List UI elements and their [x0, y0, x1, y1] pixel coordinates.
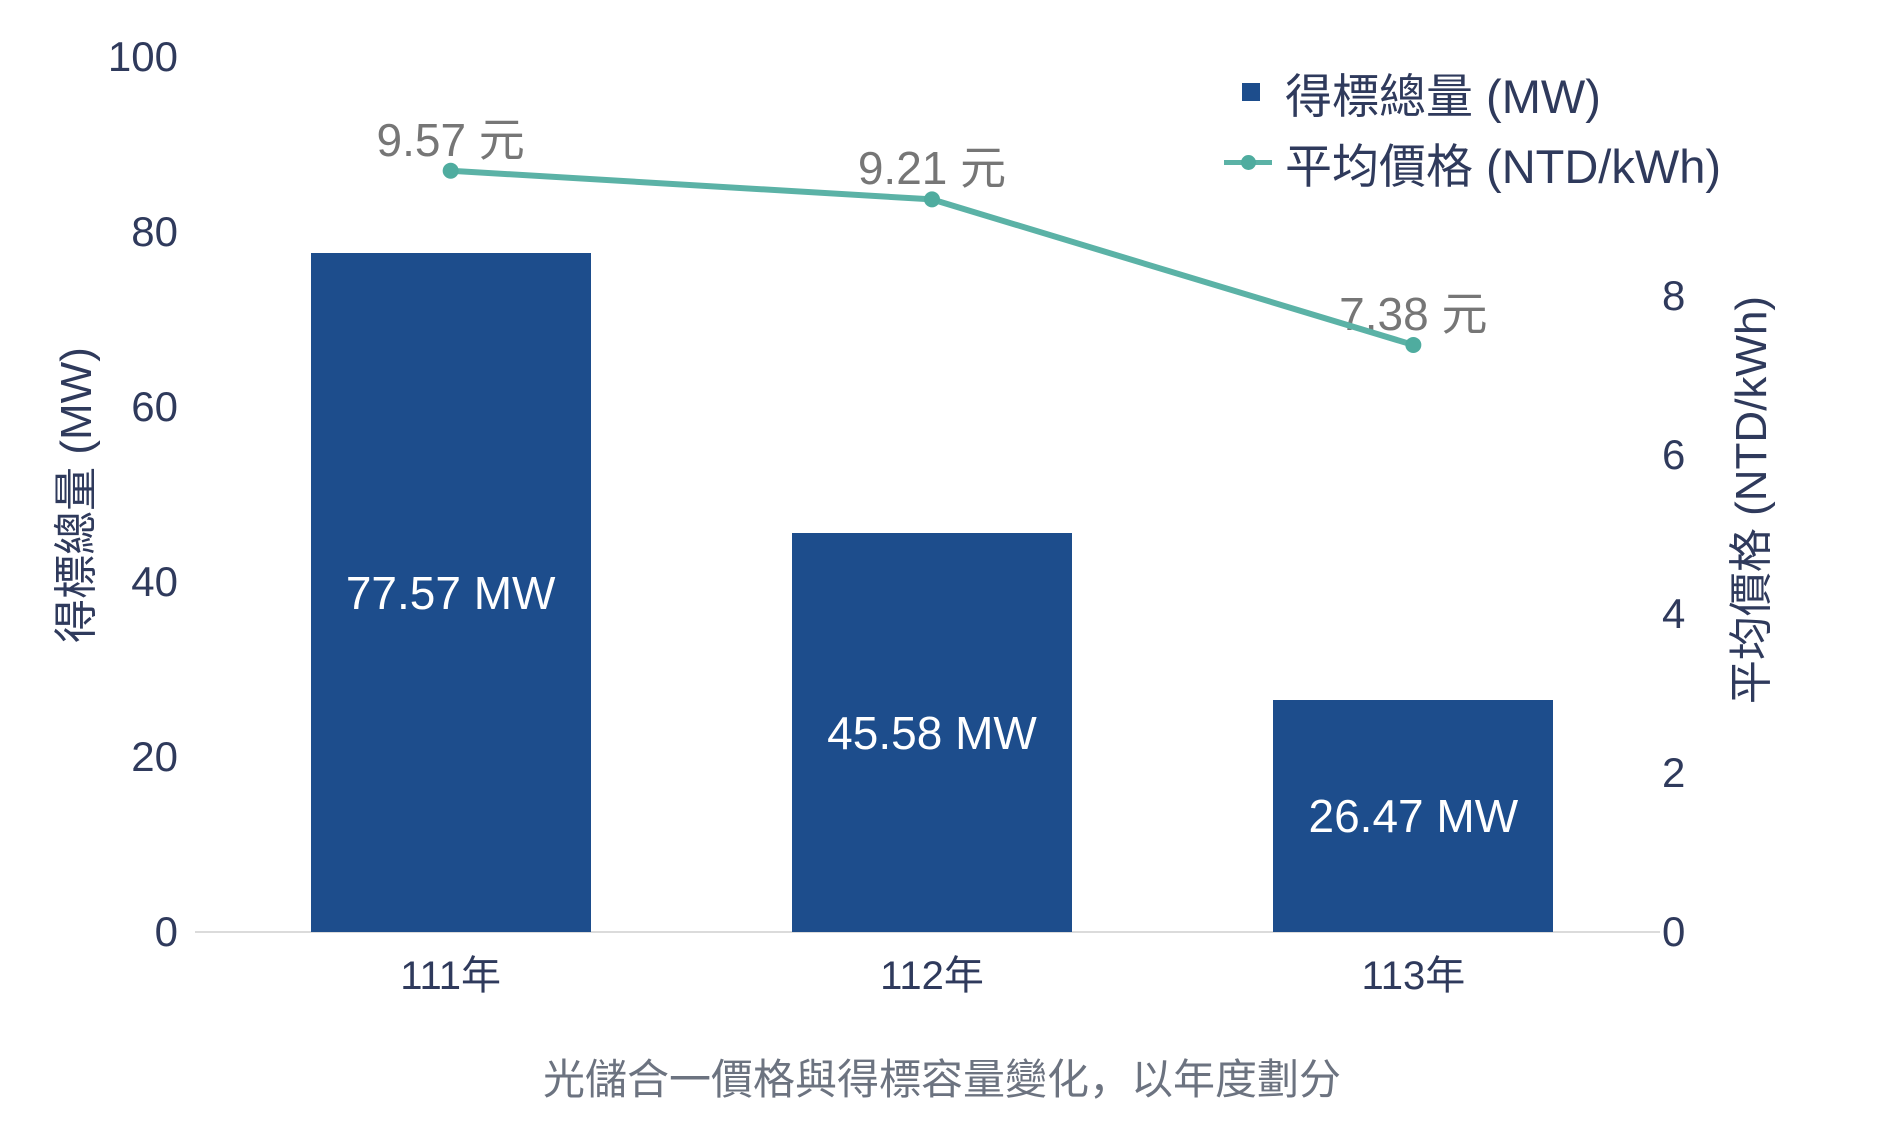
x-axis-category-label: 112年 [880, 954, 984, 998]
legend-label-bar-series: 得標總量 (MW) [1285, 69, 1601, 123]
bar-value-label: 26.47 MW [1308, 790, 1519, 843]
left-axis-tick-label: 40 [131, 558, 178, 605]
bar-113年 [1273, 700, 1554, 932]
bar-series-swatch-icon [1242, 83, 1260, 101]
legend-item-line-series: 平均價格 (NTD/kWh) [1224, 129, 1721, 195]
line-series-marker-icon [1224, 154, 1272, 170]
left-axis-tick-label: 100 [107, 33, 178, 80]
right-axis-tick-label: 4 [1662, 589, 1686, 637]
bar-112年 [792, 533, 1072, 932]
legend-label-line-series: 平均價格 (NTD/kWh) [1285, 139, 1722, 193]
left-axis-tick-label: 60 [131, 383, 178, 430]
line-point-label: 7.38 元 [1339, 287, 1488, 340]
line-point-label: 9.57 元 [376, 113, 525, 166]
bar-111年 [310, 253, 591, 932]
x-axis-category-label: 111年 [400, 954, 502, 998]
chart-title: 光儲合一價格與得標容量變化，以年度劃分 [542, 1056, 1341, 1103]
right-axis-title: 平均價格 (NTD/kWh) [1727, 295, 1776, 705]
line-point-label: 9.21 元 [857, 142, 1007, 195]
legend-item-bar-series: 得標總量 (MW) [1242, 59, 1601, 125]
left-axis-tick-label: 80 [131, 208, 178, 255]
left-axis-tick-label: 20 [131, 733, 178, 780]
right-axis-tick-label: 8 [1662, 271, 1686, 319]
left-axis-tick-label: 0 [154, 908, 178, 955]
bar-value-label: 77.57 MW [345, 566, 556, 619]
right-axis-tick-label: 6 [1662, 430, 1686, 478]
bar-value-label: 45.58 MW [827, 706, 1037, 759]
x-axis-line [195, 931, 1660, 933]
right-axis-tick-label: 0 [1662, 908, 1686, 955]
right-axis-tick-label: 2 [1662, 748, 1686, 796]
x-axis-category-label: 113年 [1361, 954, 1466, 998]
